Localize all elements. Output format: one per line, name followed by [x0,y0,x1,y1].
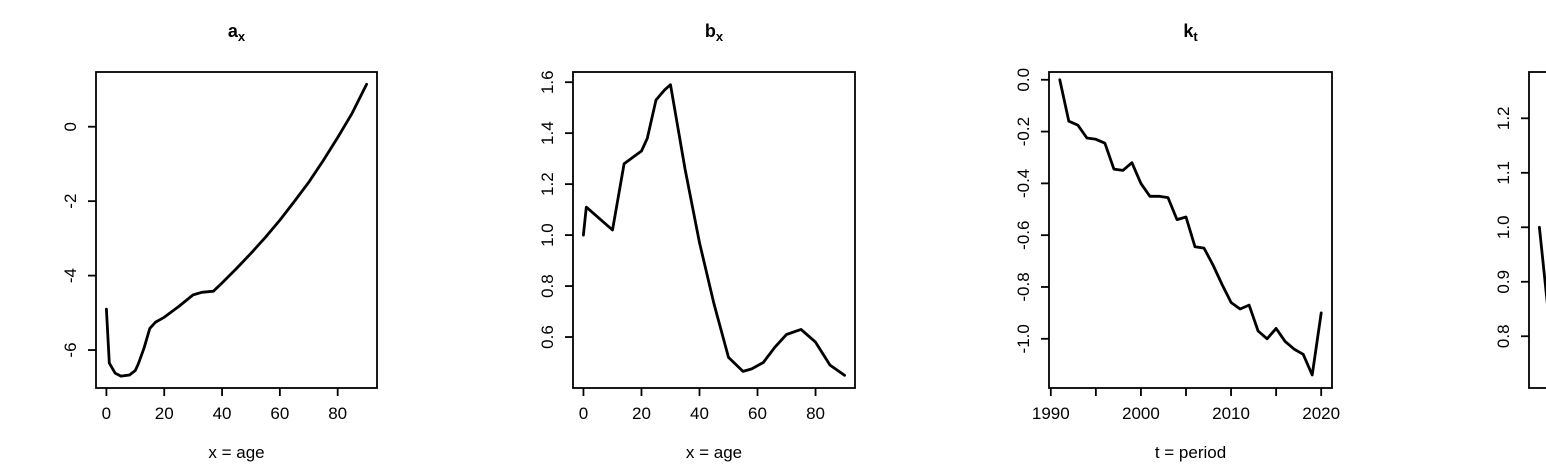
x-axis-label-ax: x = age [208,443,265,462]
panel-title-kt: kt [1183,21,1198,44]
x-tick-label: 1990 [1032,404,1070,423]
y-tick-label: -0.4 [1014,169,1033,198]
panel-li: li 510150.80.91.01.11.2 i = population [1439,16,1546,470]
x-axis-label-bx: x = age [685,443,743,462]
y-tick-label: 1.1 [1494,161,1513,185]
panel-ax: ax 0 20 40 60 80 0 -2 -4 -6 x = age [40,16,426,470]
y-tick-label: -0.2 [1014,117,1033,146]
x-tick-label: 60 [270,404,289,423]
x-tick-label: 40 [690,404,709,423]
lee-carter-parameter-plots: ax 0 20 40 60 80 0 -2 -4 -6 x = age bx 0 20 40 60 80… [61,21,1546,462]
data-curve [1538,225,1546,305]
y-tick-label: -0.6 [1014,221,1033,250]
y-tick-label: -4 [61,268,80,283]
title-base: a [227,21,238,41]
plot-frame [95,71,378,389]
y-tick-label: 1.2 [538,172,557,196]
x-axis-label-kt: t = period [1154,443,1227,462]
x-tick-label: 20 [155,404,174,423]
plot-li: 510150.80.91.01.11.2 [1494,71,1546,389]
panel-title-ax: ax [227,21,246,44]
x-tick-label: 80 [806,404,825,423]
y-tick-label: 1.0 [538,223,557,247]
x-tick-label: 0 [102,404,111,423]
x-tick-label: 0 [579,404,588,423]
x-tick-label: 60 [748,404,767,423]
data-curve [105,82,369,378]
panel-kt: kt 1990 2000 2010 2020 0.0 -0.2 -0.4 -0.6 -0.8 -1… [973,16,1359,470]
plot-frame [1528,71,1546,389]
title-base: k [1183,21,1194,41]
panel-title-bx: bx [704,21,724,44]
title-base: b [704,21,716,41]
y-tick-label: 1.6 [538,70,557,94]
x-tick-label: 40 [213,404,232,423]
x-tick-label: 2020 [1302,404,1340,423]
y-tick-label: -0.8 [1014,272,1033,301]
title-subscript: t [1193,29,1198,44]
plot-kt: 1990 2000 2010 2020 0.0 -0.2 -0.4 -0.6 -0.8 -1.0 [1014,68,1340,423]
y-tick-label: -1.0 [1014,324,1033,353]
x-tick-label: 2010 [1212,404,1250,423]
y-tick-label: -2 [61,194,80,209]
y-tick-label: -6 [61,342,80,357]
panel-bx: bx 0 20 40 60 80 0.6 0.8 1.0 1.2 1.4 1.6 x = age [506,16,893,470]
plot-frame [1048,71,1333,389]
y-tick-label: 1.4 [538,121,557,145]
y-tick-label: 0.8 [538,274,557,298]
y-tick-label: 0 [61,122,80,131]
x-tick-label: 2000 [1122,404,1160,423]
data-curve [1058,78,1323,377]
title-subscript: x [237,29,246,44]
y-tick-label: 0.9 [1494,270,1513,294]
x-tick-label: 80 [328,404,347,423]
y-tick-label: 0.6 [538,325,557,349]
y-tick-label: 0.0 [1014,68,1033,92]
plot-ax: 0 20 40 60 80 0 -2 -4 -6 [61,71,378,423]
y-tick-label: 0.8 [1494,324,1513,348]
plot-bx: 0 20 40 60 80 0.6 0.8 1.0 1.2 1.4 1.6 [538,70,856,423]
data-curve [582,83,847,377]
x-tick-label: 20 [632,404,651,423]
title-subscript: x [715,29,724,44]
y-tick-label: 1.0 [1494,215,1513,239]
y-tick-label: 1.2 [1494,106,1513,130]
plot-frame [572,71,856,389]
